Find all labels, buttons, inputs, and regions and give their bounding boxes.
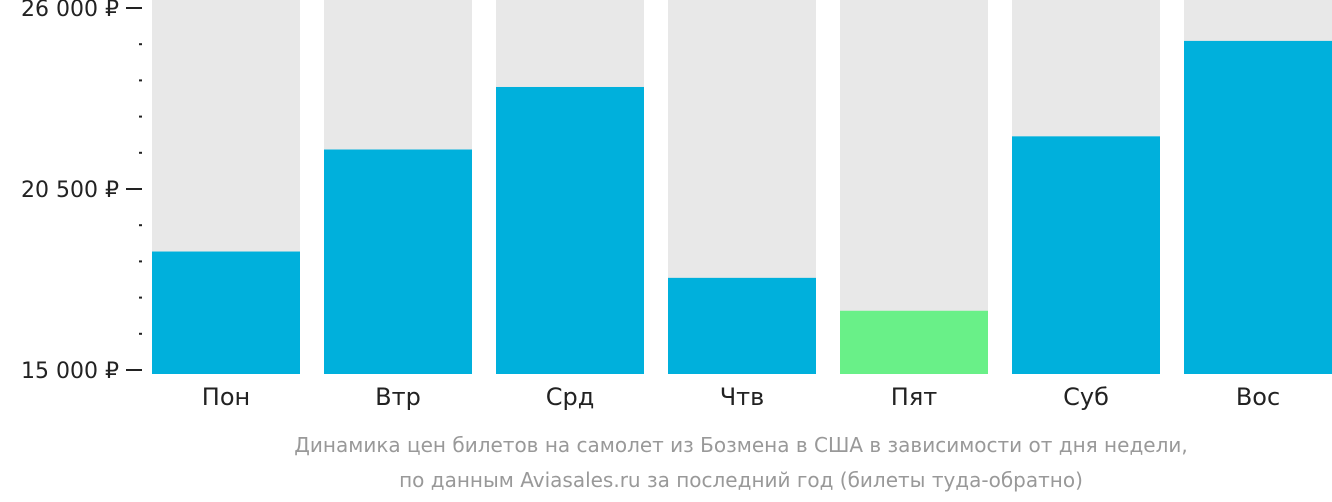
x-category-label: Суб — [1063, 383, 1109, 411]
x-category-label: Вос — [1236, 383, 1280, 411]
bar-3 — [496, 86, 644, 375]
y-tick-label: 26 000 ₽ — [21, 0, 119, 22]
bar-1 — [152, 251, 300, 374]
y-tick-label: 15 000 ₽ — [21, 359, 119, 384]
x-category-label: Срд — [546, 383, 595, 411]
bar-4 — [668, 277, 816, 374]
x-category-label: Втр — [375, 383, 421, 411]
bar-5 — [840, 310, 988, 374]
bars — [152, 0, 1332, 375]
chart-caption-line-1: Динамика цен билетов на самолет из Бозме… — [294, 433, 1188, 457]
x-category-label: Пят — [891, 383, 937, 411]
bar-2 — [324, 149, 472, 374]
bar-6 — [1012, 136, 1160, 374]
x-category-label: Чтв — [720, 383, 765, 411]
bar-7 — [1184, 40, 1332, 375]
chart-caption-line-2: по данным Aviasales.ru за последний год … — [399, 468, 1083, 492]
x-category-label: Пон — [202, 383, 250, 411]
x-axis: Пон Втр Срд Чтв Пят Суб Вос — [202, 383, 1280, 411]
y-tick-label: 20 500 ₽ — [21, 178, 119, 203]
y-axis: 15 000 ₽ 20 500 ₽ 26 000 ₽ — [21, 0, 142, 384]
